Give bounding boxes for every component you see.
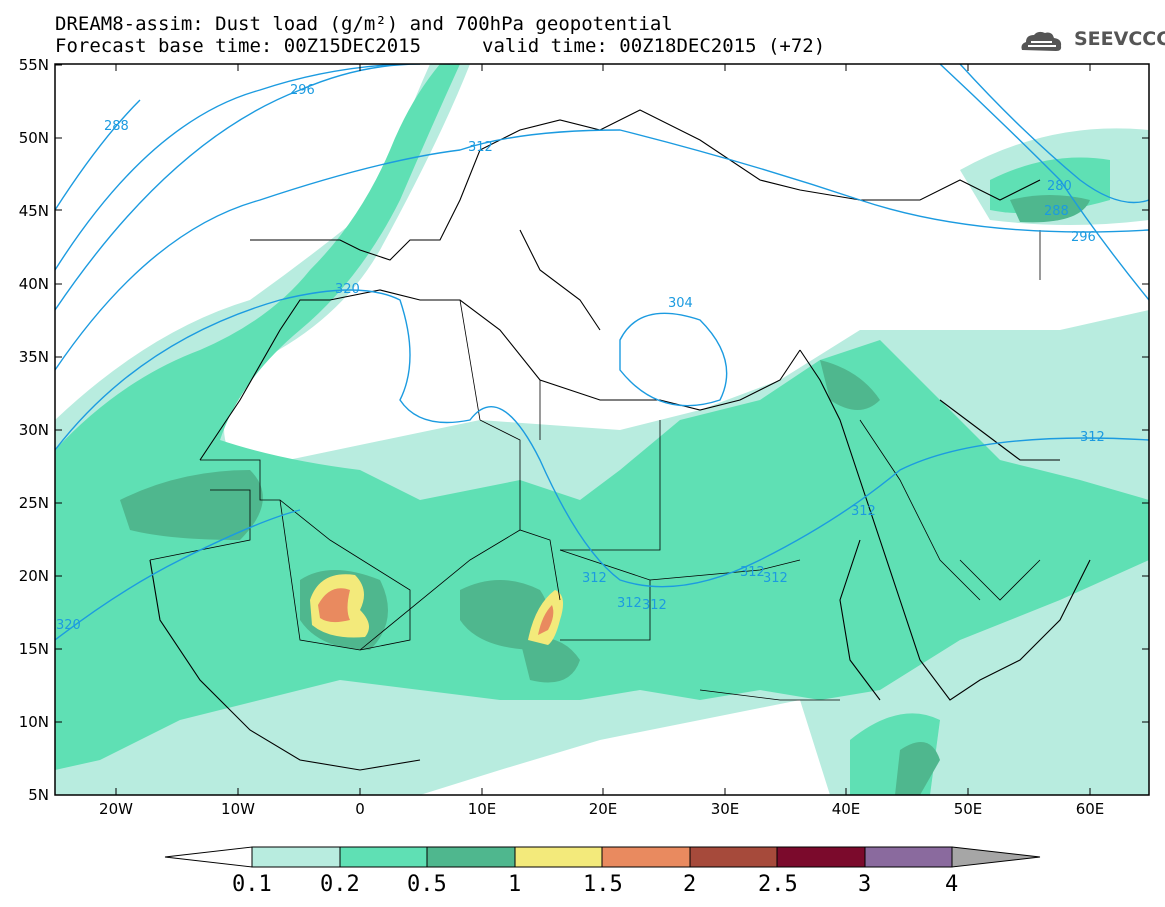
lat-label: 55N bbox=[19, 56, 49, 74]
lon-label: 50E bbox=[954, 800, 983, 818]
lat-label: 30N bbox=[19, 421, 49, 439]
contour-label: 304 bbox=[668, 296, 693, 311]
colorbar-swatch bbox=[864, 846, 953, 868]
lat-label: 50N bbox=[19, 129, 49, 147]
country-borders bbox=[149, 230, 1041, 701]
coastlines bbox=[149, 109, 1091, 771]
lon-label: 10E bbox=[468, 800, 497, 818]
colorbar-swatch bbox=[776, 846, 866, 868]
seevccc-logo bbox=[1021, 31, 1062, 51]
geopotential-contours bbox=[55, 64, 1149, 641]
map-title: DREAM8-assim: Dust load (g/m²) and 700hP… bbox=[55, 13, 673, 35]
colorbar bbox=[164, 846, 1041, 868]
contour-label: 312 bbox=[851, 504, 876, 519]
contour-label: 288 bbox=[1044, 204, 1069, 219]
lat-label: 40N bbox=[19, 275, 49, 293]
contour-label: 312 bbox=[1080, 430, 1105, 445]
lat-label: 10N bbox=[19, 713, 49, 731]
colorbar-label: 2 bbox=[683, 872, 697, 897]
colorbar-max-arrow bbox=[951, 846, 1041, 868]
colorbar-label: 1.5 bbox=[583, 872, 623, 897]
lon-label: 10W bbox=[221, 800, 255, 818]
contour-labels: 288 296 312 320 312 312 312 312 312 312 … bbox=[56, 83, 1105, 633]
contour-label: 312 bbox=[582, 571, 607, 586]
contour-label: 320 bbox=[335, 282, 360, 297]
contour-label: 288 bbox=[104, 119, 129, 134]
colorbar-label: 4 bbox=[945, 872, 959, 897]
contour-label: 312 bbox=[617, 596, 642, 611]
lat-label: 25N bbox=[19, 494, 49, 512]
lon-label: 60E bbox=[1076, 800, 1105, 818]
dust-region-1.5 bbox=[318, 588, 554, 635]
colorbar-label: 3 bbox=[858, 872, 872, 897]
colorbar-swatch bbox=[601, 846, 691, 868]
contour-label: 280 bbox=[1047, 179, 1072, 194]
longitude-labels: 20W 10W 0 10E 20E 30E 40E 50E 60E bbox=[99, 800, 1104, 818]
lon-label: 20E bbox=[589, 800, 618, 818]
lon-label: 30E bbox=[711, 800, 740, 818]
lat-label: 15N bbox=[19, 640, 49, 658]
contour-label: 320 bbox=[56, 618, 81, 633]
colorbar-min-arrow bbox=[164, 846, 253, 868]
logo-text: SEEVCCC bbox=[1074, 28, 1165, 50]
lon-label: 20W bbox=[99, 800, 133, 818]
lon-label: 0 bbox=[355, 800, 365, 818]
colorbar-swatch bbox=[689, 846, 778, 868]
contour-label: 312 bbox=[763, 571, 788, 586]
colorbar-swatch bbox=[251, 846, 341, 868]
contour-label: 312 bbox=[468, 140, 493, 155]
contour-label: 296 bbox=[1071, 230, 1096, 245]
colorbar-label: 0.2 bbox=[320, 872, 360, 897]
colorbar-label: 1 bbox=[508, 872, 522, 897]
colorbar-label: 2.5 bbox=[758, 872, 798, 897]
valid-time: valid time: 00Z18DEC2015 (+72) bbox=[482, 35, 826, 57]
lat-label: 45N bbox=[19, 202, 49, 220]
colorbar-label: 0.5 bbox=[407, 872, 447, 897]
forecast-base-time: Forecast base time: 00Z15DEC2015 bbox=[55, 35, 422, 57]
contour-label: 312 bbox=[642, 598, 667, 613]
colorbar-swatch bbox=[426, 846, 516, 868]
lat-label: 20N bbox=[19, 567, 49, 585]
axis-ticks bbox=[55, 64, 1149, 795]
contour-label: 312 bbox=[740, 565, 765, 580]
contour-label: 296 bbox=[290, 83, 315, 98]
colorbar-swatch bbox=[514, 846, 603, 868]
lat-label: 35N bbox=[19, 348, 49, 366]
colorbar-swatch bbox=[339, 846, 428, 868]
latitude-labels: 55N 50N 45N 40N 35N 30N 25N 20N 15N 10N … bbox=[19, 56, 49, 804]
lat-label: 5N bbox=[28, 786, 49, 804]
lon-label: 40E bbox=[832, 800, 861, 818]
colorbar-label: 0.1 bbox=[232, 872, 272, 897]
